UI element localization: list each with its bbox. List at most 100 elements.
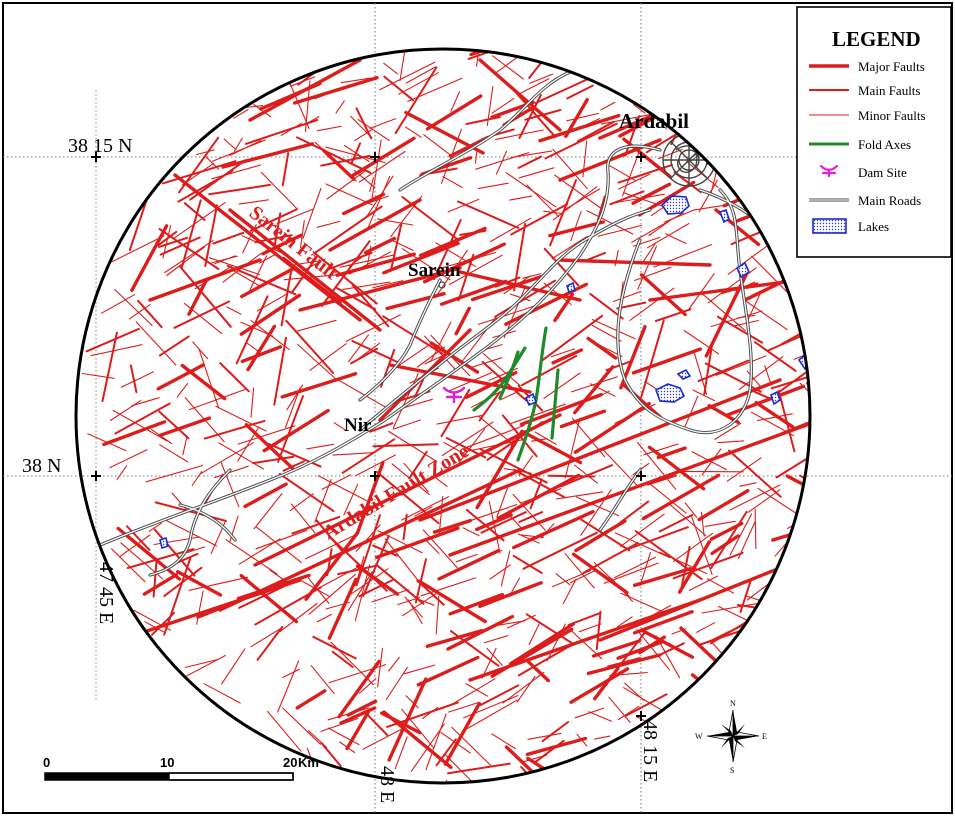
main-fault: [163, 557, 192, 636]
minor-fault: [496, 55, 520, 73]
main-fault: [351, 340, 400, 364]
major-fault: [573, 365, 615, 415]
minor-fault: [128, 304, 151, 320]
minor-fault: [90, 344, 143, 357]
scale-label-0: 0: [43, 755, 50, 770]
major-fault: [429, 341, 480, 374]
main-fault: [328, 251, 373, 270]
minor-fault: [182, 436, 188, 456]
minor-fault: [617, 616, 633, 628]
main-fault: [273, 212, 282, 250]
main-fault: [479, 448, 548, 484]
main-fault: [273, 336, 287, 406]
lake: [735, 261, 751, 279]
main-fault: [767, 333, 806, 352]
minor-fault: [647, 222, 690, 249]
major-fault: [304, 531, 360, 601]
coord-label-48e: 48 E: [376, 766, 398, 803]
main-fault: [544, 122, 618, 160]
minor-fault: [369, 118, 397, 129]
main-fault: [580, 518, 631, 552]
major-fault: [690, 673, 765, 733]
minor-fault: [166, 246, 206, 277]
main-fault: [521, 355, 578, 387]
minor-fault: [624, 682, 645, 701]
legend-label-main-faults: Main Faults: [858, 83, 920, 98]
minor-fault: [555, 573, 571, 586]
main-fault: [249, 208, 298, 232]
main-fault: [219, 362, 250, 393]
study-area-boundary: [74, 47, 812, 785]
minor-fault: [422, 529, 461, 571]
compass-rose-icon: N S E W: [695, 699, 767, 775]
lake: [718, 208, 730, 224]
scale-bar: 0 10 20 Km: [43, 755, 319, 781]
lake: [655, 383, 686, 403]
lake: [676, 368, 692, 380]
major-fault: [425, 94, 483, 131]
minor-fault: [451, 678, 496, 705]
main-fault: [157, 230, 178, 247]
main-fault: [372, 544, 398, 557]
main-fault: [543, 247, 580, 287]
main-faults: [85, 49, 810, 783]
main-fault: [716, 315, 764, 344]
minor-fault: [448, 254, 503, 286]
minor-fault: [424, 538, 440, 555]
minor-fault: [612, 291, 641, 303]
major-fault: [709, 521, 744, 541]
minor-fault: [484, 635, 509, 644]
minor-fault: [339, 254, 396, 268]
main-fault: [320, 154, 371, 167]
main-fault: [114, 402, 171, 435]
main-fault: [728, 449, 782, 498]
minor-fault: [332, 452, 374, 456]
scale-label-20: 20: [283, 755, 297, 770]
minor-fault: [430, 321, 452, 362]
minor-fault: [433, 476, 448, 487]
minor-fault: [637, 245, 658, 290]
minor-fault: [570, 210, 582, 242]
minor-fault: [327, 727, 360, 746]
major-fault: [292, 76, 379, 105]
minor-fault: [379, 61, 436, 91]
major-fault: [298, 266, 462, 312]
minor-fault: [594, 735, 611, 740]
minor-fault: [696, 622, 716, 633]
main-fault: [152, 559, 158, 598]
major-fault: [382, 241, 460, 275]
main-fault: [616, 301, 647, 310]
main-fault: [235, 295, 269, 365]
major-fault: [558, 258, 712, 267]
main-fault: [281, 152, 290, 187]
minor-fault: [317, 475, 371, 503]
major-fault: [321, 148, 356, 181]
major-fault: [725, 384, 806, 417]
minor-fault: [404, 126, 422, 138]
minor-fault: [246, 342, 261, 353]
main-fault: [494, 279, 557, 318]
legend-label-main-roads: Main Roads: [858, 193, 921, 208]
minor-fault: [403, 664, 436, 675]
major-fault: [525, 659, 551, 683]
minor-fault: [465, 504, 518, 523]
minor-fault: [688, 575, 719, 591]
main-fault: [596, 195, 606, 222]
major-fault: [240, 345, 283, 364]
main-fault: [244, 119, 319, 145]
major-fault: [631, 347, 702, 375]
coord-label-38n: 38 N: [22, 455, 61, 477]
major-fault: [458, 270, 582, 302]
main-fault: [402, 513, 408, 541]
grid-cross: [636, 152, 646, 162]
major-fault: [243, 482, 288, 509]
grid-cross: [370, 152, 380, 162]
main-fault: [151, 611, 175, 636]
major-fault: [248, 58, 362, 122]
major-fault: [382, 710, 453, 769]
major-fault: [697, 488, 750, 522]
major-fault: [519, 392, 603, 426]
minor-fault: [391, 463, 430, 496]
minor-fault: [211, 164, 262, 180]
major-fault: [559, 409, 607, 429]
